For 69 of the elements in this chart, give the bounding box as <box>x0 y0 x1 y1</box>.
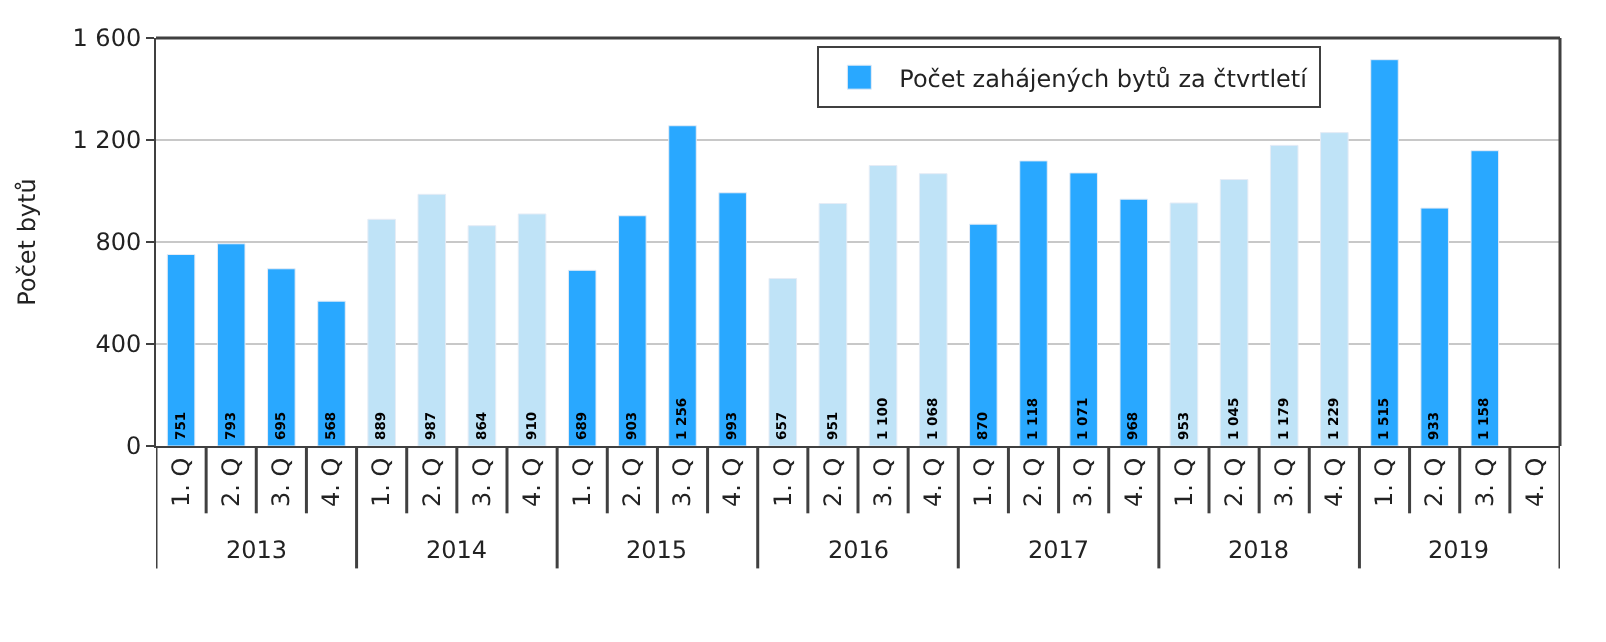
x-tick-label: 2. Q <box>1019 457 1048 508</box>
x-tick-label: 2. Q <box>1219 457 1248 508</box>
x-tick-label: 3. Q <box>467 457 496 508</box>
text: 2014 <box>426 536 488 564</box>
text: 2019 <box>1428 536 1490 564</box>
y-axis-title: Počet bytů <box>13 178 42 306</box>
x-tick-label: 3. Q <box>1470 457 1499 508</box>
bar <box>417 193 447 446</box>
text: 2015 <box>626 536 688 564</box>
bar <box>668 125 697 446</box>
text: 2017 <box>1028 536 1090 564</box>
bar <box>918 173 948 446</box>
x-tick-label: 2. Q <box>217 457 246 508</box>
bar <box>567 269 597 446</box>
x-tick-label: 3. Q <box>868 457 897 508</box>
y-tick-label: 0 <box>125 432 142 461</box>
legend-label: Počet zahájených bytů za čtvrtletí <box>899 64 1309 93</box>
x-tick-label: 2. Q <box>618 457 647 508</box>
bar <box>1370 59 1399 446</box>
x-tick-label: 3. Q <box>267 457 296 508</box>
x-tick-label: 1. Q <box>1169 457 1198 508</box>
y-tick-label: 800 <box>95 228 142 257</box>
x-tick-label: 1. Q <box>568 457 597 508</box>
bar <box>868 165 898 446</box>
bar <box>166 254 196 446</box>
bar <box>317 300 346 446</box>
bar <box>367 218 396 446</box>
x-tick-label: 4. Q <box>1320 457 1349 508</box>
bar <box>1069 172 1098 446</box>
bar <box>1269 144 1299 446</box>
text: 2018 <box>1228 536 1290 564</box>
bar <box>1320 132 1349 446</box>
bar <box>1470 150 1500 446</box>
x-tick-label: 3. Q <box>1069 457 1098 508</box>
x-tick-label: 4. Q <box>317 457 346 508</box>
bar <box>216 243 246 446</box>
text: 2016 <box>828 536 890 564</box>
x-tick-label: 4. Q <box>1119 457 1148 508</box>
bar <box>718 192 747 446</box>
x-tick-label: 1. Q <box>166 457 195 508</box>
x-tick-label: 1. Q <box>768 457 797 508</box>
x-tick-label: 4. Q <box>919 457 948 508</box>
bar <box>818 203 848 446</box>
bar <box>517 213 547 446</box>
text: 2013 <box>226 536 288 564</box>
bar <box>467 225 497 446</box>
x-tick-label: 2. Q <box>417 457 446 508</box>
bar <box>1119 198 1149 446</box>
y-tick-label: 1 200 <box>72 126 142 155</box>
bar <box>1219 179 1249 446</box>
x-tick-label: 3. Q <box>1270 457 1299 508</box>
x-tick-label: 4. Q <box>517 457 546 508</box>
x-tick-label: 1. Q <box>1370 457 1399 508</box>
x-tick-label: 1. Q <box>367 457 396 508</box>
x-tick-label: 4. Q <box>718 457 747 508</box>
bar <box>969 223 998 446</box>
bar <box>768 277 798 446</box>
bar <box>1420 207 1449 446</box>
x-tick-label: 2. Q <box>1420 457 1449 508</box>
bar <box>1019 160 1048 446</box>
y-tick-label: 1 600 <box>72 24 142 53</box>
bar <box>267 268 296 446</box>
x-tick-label: 3. Q <box>668 457 697 508</box>
x-tick-label: 4. Q <box>1520 457 1549 508</box>
y-tick-label: 400 <box>95 330 142 359</box>
bar <box>1169 202 1199 446</box>
x-tick-label: 1. Q <box>969 457 998 508</box>
bar <box>618 215 647 446</box>
x-tick-label: 2. Q <box>818 457 847 508</box>
